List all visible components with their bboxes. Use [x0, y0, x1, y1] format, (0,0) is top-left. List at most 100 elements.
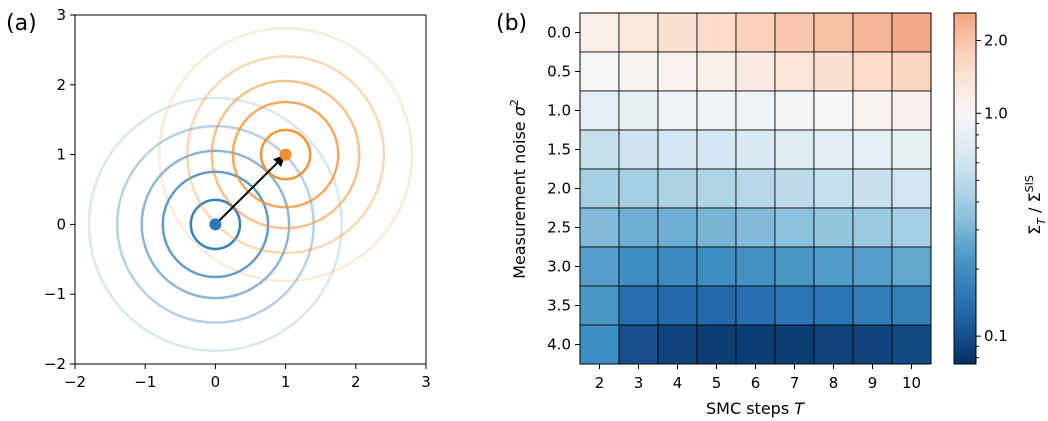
heatmap-cell	[618, 90, 659, 131]
heatmap-cell	[579, 51, 620, 92]
heatmap-cell	[852, 285, 893, 326]
heatmap-cell	[774, 207, 815, 248]
heatmap-cell	[774, 324, 815, 365]
y-tick-label-b: 2.5	[547, 219, 571, 237]
x-tick-label-b: 5	[712, 374, 722, 392]
x-tick-label-b: 3	[634, 374, 644, 392]
heatmap-cell	[657, 90, 698, 131]
heatmap-cell	[891, 168, 932, 209]
heatmap-cell	[774, 90, 815, 131]
colorbar	[953, 12, 977, 365]
y-tick-label-b: 3.5	[547, 297, 571, 315]
ring-1-1	[231, 100, 340, 209]
y-tick-label-b: 1.0	[547, 102, 571, 120]
heatmap-cell	[774, 12, 815, 53]
ring-1-4	[157, 26, 414, 283]
heatmap-cell	[696, 12, 737, 53]
colorbar-ticks: 0.1 1.0 2.0	[976, 32, 1008, 359]
ring-0-3	[115, 124, 315, 324]
arrow-shaft	[214, 162, 278, 226]
y-tick-label-a: −2	[44, 355, 66, 373]
x-tick-label-b: 9	[868, 374, 878, 392]
heatmap-cell	[891, 129, 932, 170]
heatmap-cell	[696, 246, 737, 287]
heatmap-cells	[579, 12, 932, 365]
heatmap-cell	[579, 129, 620, 170]
heatmap-cell	[891, 90, 932, 131]
heatmap-cell	[852, 168, 893, 209]
x-tick-label-b: 6	[751, 374, 761, 392]
panel-a-label: (a)	[6, 11, 37, 36]
heatmap-cell	[735, 207, 776, 248]
heatmap-cell	[891, 51, 932, 92]
x-tick-label-b: 4	[673, 374, 683, 392]
x-tick-label-a: 0	[211, 373, 221, 391]
heatmap-cell	[657, 324, 698, 365]
heatmap-cell	[891, 285, 932, 326]
heatmap-cell	[891, 246, 932, 287]
heatmap-cell	[618, 168, 659, 209]
y-axis-label-b: Measurement noise σ2	[508, 99, 529, 279]
colorbar-label: ΣT / ΣSIS	[1023, 175, 1048, 235]
colorbar-tick-label: 1.0	[984, 104, 1008, 122]
heatmap-cell	[735, 12, 776, 53]
panel-b: (b) 2 3 4 5 6 7 8 9 10 0.0 0.5 1.0 1.5 2.0 2.5 3.0 3.5 4…	[496, 11, 1048, 418]
heatmap-cell	[852, 12, 893, 53]
center-point-0	[209, 218, 222, 231]
x-tick-label-a: −2	[64, 373, 86, 391]
ring-layer	[87, 26, 414, 353]
heatmap-cell	[813, 324, 854, 365]
heatmap-cell	[618, 51, 659, 92]
heatmap-cell	[813, 129, 854, 170]
heatmap-cell	[618, 129, 659, 170]
y-tick-label-b: 2.0	[547, 180, 571, 198]
y-tick-label-b: 3.0	[547, 258, 571, 276]
heatmap-cell	[579, 324, 620, 365]
x-tick-label-a: −1	[134, 373, 156, 391]
heatmap-cell	[618, 207, 659, 248]
heatmap-cell	[774, 51, 815, 92]
heatmap-cell	[657, 246, 698, 287]
heatmap-cell	[735, 129, 776, 170]
heatmap-cell	[735, 285, 776, 326]
heatmap-cell	[852, 129, 893, 170]
x-ticks-b: 2 3 4 5 6 7 8 9 10	[595, 364, 921, 392]
arrow-layer	[214, 154, 286, 226]
y-tick-label-a: 2	[56, 76, 66, 94]
x-tick-label-b: 2	[595, 374, 605, 392]
y-tick-label-b: 0.5	[547, 63, 571, 81]
heatmap-cell	[696, 129, 737, 170]
heatmap-cell	[891, 324, 932, 365]
heatmap-cell	[774, 246, 815, 287]
heatmap-cell	[618, 12, 659, 53]
heatmap-cell	[813, 168, 854, 209]
heatmap-cell	[618, 324, 659, 365]
heatmap-cell	[657, 285, 698, 326]
x-tick-label-b: 8	[829, 374, 839, 392]
x-tick-label-b: 10	[902, 374, 921, 392]
heatmap-cell	[618, 285, 659, 326]
x-axis-label-b: SMC steps T	[706, 399, 805, 418]
heatmap-cell	[657, 207, 698, 248]
heatmap-cell	[696, 90, 737, 131]
heatmap-cell	[852, 324, 893, 365]
y-tick-label-a: 3	[56, 6, 66, 24]
heatmap-cell	[891, 12, 932, 53]
y-tick-label-b: 4.0	[547, 336, 571, 354]
heatmap-cell	[813, 285, 854, 326]
ring-1-2	[210, 79, 361, 230]
heatmap-cell	[696, 51, 737, 92]
heatmap-cell	[735, 51, 776, 92]
heatmap-cell	[852, 90, 893, 131]
heatmap-cell	[696, 285, 737, 326]
panel-b-label: (b)	[496, 11, 527, 36]
x-tick-label-b: 7	[790, 374, 800, 392]
plot-a-frame	[74, 14, 427, 365]
center-point-1	[279, 148, 292, 161]
heatmap-cell	[813, 51, 854, 92]
x-ticks-a: −2 −1 0 1 2 3	[64, 364, 431, 391]
x-tick-label-a: 3	[421, 373, 431, 391]
heatmap-cell	[774, 129, 815, 170]
ring-1-0	[259, 128, 312, 181]
